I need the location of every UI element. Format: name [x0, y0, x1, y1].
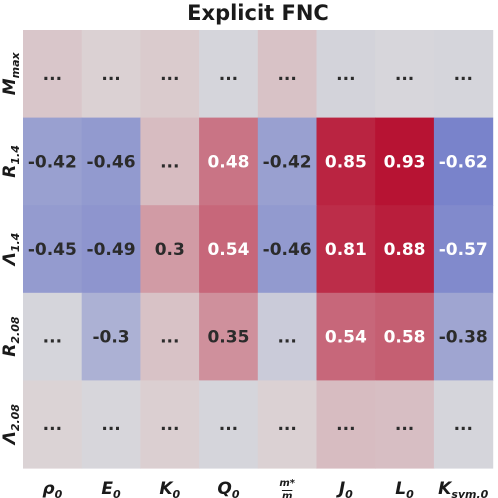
y-tick-label: R1.4	[0, 145, 22, 178]
heatmap-cell	[375, 380, 435, 469]
heatmap-cell	[81, 30, 141, 119]
x-tick-label: E0	[101, 479, 121, 498]
heatmap-cell	[23, 30, 83, 119]
cell-label: ...	[43, 65, 62, 85]
cell-label: -0.46	[263, 240, 312, 260]
cell-label: -0.3	[92, 328, 129, 348]
heatmap-cell	[81, 205, 141, 294]
cell-label: ...	[395, 65, 414, 85]
heatmap-cell	[375, 30, 435, 119]
cell-label: 0.35	[207, 328, 249, 348]
heatmap-cell	[375, 117, 435, 206]
x-tick-label: m* m	[279, 478, 295, 498]
heatmap-cell	[199, 30, 259, 119]
cell-label: ...	[160, 415, 179, 435]
heatmap-cell	[433, 205, 494, 294]
x-tick-label: L0	[395, 479, 414, 498]
heatmap-cell	[81, 117, 141, 206]
cell-label: -0.57	[439, 240, 488, 260]
cell-label: ...	[160, 65, 179, 85]
cell-label: 0.54	[207, 240, 249, 260]
cell-label: ...	[454, 65, 473, 85]
heatmap-cell	[23, 380, 83, 469]
heatmap-cell	[257, 380, 318, 469]
cell-label: -0.62	[439, 152, 488, 172]
heatmap-cell	[375, 205, 435, 294]
cell-label: ...	[43, 328, 62, 348]
cell-label: ...	[454, 415, 473, 435]
heatmap-cell	[316, 117, 376, 206]
heatmap-cell	[433, 30, 494, 119]
y-tick-label: Λ1.4	[0, 233, 22, 268]
heatmap-cell	[81, 380, 141, 469]
heatmap-cell	[375, 292, 435, 381]
cell-label: 0.93	[384, 152, 426, 172]
heatmap-cell	[81, 292, 141, 381]
cell-label: 0.85	[325, 152, 367, 172]
y-tick-labels: Mmax R1.4 Λ1.4 R2.08 Λ2.08	[0, 51, 22, 446]
heatmap-cell	[140, 117, 200, 206]
heatmap-cells: ..................... ... -0.42 -0.46... 0.4…	[23, 30, 494, 469]
heatmap-cell	[257, 117, 318, 206]
heatmap-cell	[316, 380, 376, 469]
cell-label: ...	[395, 415, 414, 435]
cell-label: ...	[160, 328, 179, 348]
cell-label: ...	[160, 152, 179, 172]
x-tick-labels: ρ0 E0 K0 Q0 m* m J0 L0 Ksym,0	[42, 478, 488, 498]
heatmap-cell	[316, 30, 376, 119]
heatmap-cell	[433, 380, 494, 469]
cell-label: ...	[336, 415, 355, 435]
cell-label: -0.45	[28, 240, 77, 260]
chart-title: Explicit FNC	[187, 1, 329, 25]
heatmap-cell	[316, 292, 376, 381]
y-tick-label: Λ2.08	[0, 404, 22, 447]
heatmap-cell	[140, 30, 200, 119]
cell-label: -0.38	[439, 328, 488, 348]
cell-label: ...	[277, 415, 296, 435]
cell-label: 0.48	[207, 152, 249, 172]
cell-label: -0.49	[87, 240, 136, 260]
heatmap-cell	[433, 117, 494, 206]
y-tick-label: R2.08	[0, 316, 22, 357]
x-tick-label: ρ0	[42, 479, 62, 498]
y-tick-label: Mmax	[0, 51, 22, 95]
heatmap-cell	[257, 30, 318, 119]
cell-label: -0.42	[263, 152, 312, 172]
heatmap-cell	[140, 292, 200, 381]
heatmap-cell	[257, 292, 318, 381]
heatmap-cell	[199, 205, 259, 294]
cell-label: ...	[101, 65, 120, 85]
x-tick-label: Ksym,0	[438, 479, 489, 498]
cell-label: ...	[101, 415, 120, 435]
cell-label: 0.81	[325, 240, 367, 260]
cell-label: -0.46	[87, 152, 136, 172]
cell-label: ...	[277, 65, 296, 85]
cell-label: ...	[336, 65, 355, 85]
heatmap-cell	[199, 117, 259, 206]
cell-label: 0.54	[325, 328, 367, 348]
cell-label: 0.3	[155, 240, 185, 260]
x-tick-label: J0	[336, 479, 353, 498]
cell-label: -0.42	[28, 152, 77, 172]
heatmap-cell	[23, 205, 83, 294]
cell-label: 0.88	[384, 240, 426, 260]
heatmap-cell	[23, 292, 83, 381]
heatmap-cell	[199, 380, 259, 469]
cell-label: ...	[43, 415, 62, 435]
heatmap-cell	[140, 380, 200, 469]
heatmap-cell	[199, 292, 259, 381]
heatmap-cell	[257, 205, 318, 294]
x-tick-label: Q0	[217, 479, 239, 498]
heatmap-cell	[316, 205, 376, 294]
cell-label: 0.58	[384, 328, 426, 348]
heatmap-cell	[23, 117, 83, 206]
heatmap-cell	[433, 292, 494, 381]
cell-label: ...	[277, 328, 296, 348]
cell-label: ...	[219, 65, 238, 85]
heatmap-cell	[140, 205, 200, 294]
x-tick-label: K0	[159, 479, 180, 498]
cell-label: ...	[219, 415, 238, 435]
